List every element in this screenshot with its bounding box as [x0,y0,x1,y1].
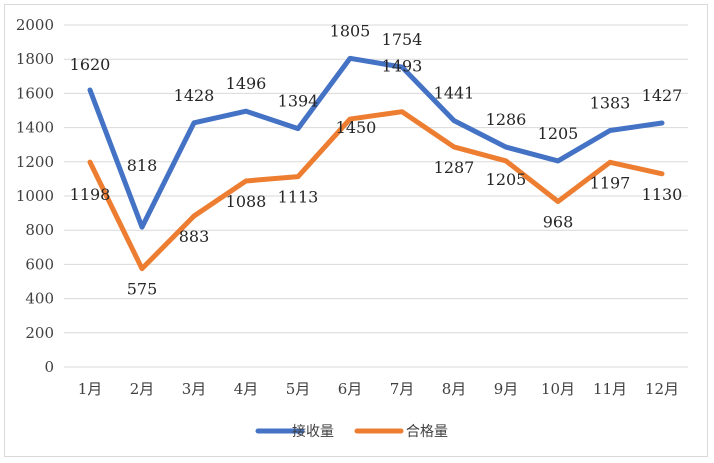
data-label: 1805 [330,21,371,40]
x-tick-label: 4月 [234,380,259,398]
data-label: 1428 [174,86,215,105]
x-tick-label: 8月 [442,380,467,398]
y-axis-ticks: 0 200 400 600 800 1000 1200 1400 1600 1800 2000 [16,16,54,376]
x-axis-ticks: 1月 2月 3月 4月 5月 6月 7月 8月 9月 10月 11月 12月 [78,380,679,398]
data-label: 1493 [382,57,423,76]
x-tick-label: 11月 [593,380,627,398]
legend: 接收量 合格量 [255,423,448,440]
data-label: 1205 [538,124,579,143]
data-label: 1496 [226,74,267,93]
x-tick-label: 3月 [182,380,207,398]
series-lines [87,55,665,272]
series-line-1 [87,109,665,272]
y-tick-label: 800 [25,221,54,239]
data-label: 575 [127,280,158,299]
data-label: 1088 [226,192,267,211]
legend-label: 接收量 [292,423,334,440]
data-label: 1197 [590,173,631,192]
y-tick-label: 1000 [16,187,54,205]
data-label: 1113 [278,188,319,207]
x-tick-label: 2月 [130,380,155,398]
x-tick-label: 10月 [541,380,575,398]
y-tick-label: 2000 [16,16,54,34]
data-label: 1205 [486,170,527,189]
x-tick-label: 9月 [494,380,519,398]
y-tick-label: 600 [25,255,54,273]
data-label: 1620 [70,55,111,74]
data-labels: 1620 818 1428 1496 1394 1805 1754 1441 1286 1205 1… [70,21,683,298]
data-label: 1287 [434,158,475,177]
x-tick-label: 7月 [390,380,415,398]
data-label: 1394 [278,92,319,111]
data-label: 883 [179,227,210,246]
y-tick-label: 1400 [16,119,54,137]
legend-label: 合格量 [406,424,448,440]
data-label: 1450 [336,118,377,137]
series-line-0 [87,55,665,230]
data-label: 1383 [590,94,631,113]
data-label: 1198 [70,185,111,204]
y-tick-label: 1800 [16,50,54,68]
x-tick-label: 5月 [286,380,311,398]
y-tick-label: 1600 [16,84,54,102]
gridlines [64,24,688,368]
data-label: 818 [127,156,158,175]
y-tick-label: 200 [25,324,54,342]
data-label: 1427 [642,86,683,105]
x-tick-label: 6月 [338,380,363,398]
data-label: 1754 [382,30,423,49]
y-tick-label: 400 [25,290,54,308]
y-tick-label: 1200 [16,153,54,171]
x-tick-label: 12月 [645,380,679,398]
data-label: 1130 [642,185,683,204]
y-tick-label: 0 [44,358,54,376]
data-label: 968 [543,212,574,231]
x-tick-label: 1月 [78,380,103,398]
data-label: 1286 [486,110,527,129]
data-label: 1441 [434,84,475,103]
